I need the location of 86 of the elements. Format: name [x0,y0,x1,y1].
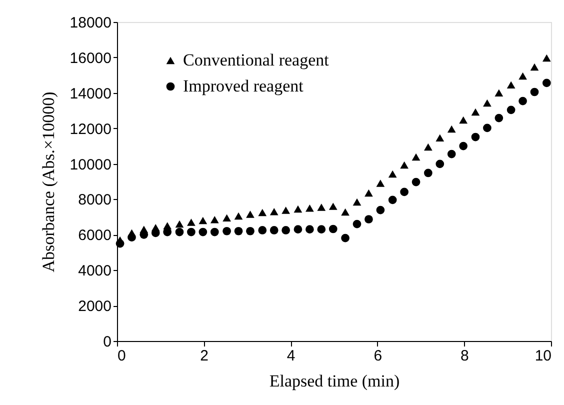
point [494,89,504,97]
y-tick-label: 0 [103,334,112,350]
point [175,228,184,236]
point [400,188,408,196]
point [306,225,314,234]
point [352,220,362,228]
x-tick-label: 0 [118,348,126,364]
point [234,212,243,220]
y-tick-label: 10000 [70,156,112,174]
y-tick-label: 16000 [70,50,112,67]
point [294,205,302,213]
point [328,224,338,234]
point [388,196,397,204]
y-tick-label: 6000 [78,227,112,244]
point [459,142,468,150]
point [317,225,326,234]
point [282,206,290,214]
legend-label: Conventional reagent [183,50,330,70]
y-tick-label: 14000 [70,85,112,102]
point [282,226,290,234]
point [447,150,456,158]
point [436,134,444,142]
point [530,88,539,96]
x-axis-title: Elapsed time (min) [269,372,400,390]
point [198,228,208,236]
x-tick-label: 6 [374,348,382,364]
point [246,226,254,236]
x-tick-label: 4 [286,348,296,364]
point [187,228,196,236]
point [210,216,219,224]
y-tick-label: 2000 [78,298,112,316]
point [258,208,267,216]
point [459,116,468,124]
y-tick-label: 12000 [70,120,112,138]
point [542,54,551,62]
y-tick-label: 4000 [78,262,112,280]
point [234,226,243,236]
point [198,216,208,224]
point [471,108,480,116]
point [364,189,373,197]
point [483,99,492,107]
point [447,125,456,133]
point [210,228,219,236]
point [317,204,326,211]
point [471,132,480,142]
y-axis-title: Absorbance (Abs.×10000) [38,92,58,272]
y-tick-label: 18000 [70,14,112,32]
point [506,81,516,89]
point [175,220,184,228]
point [341,234,350,242]
legend-label: Improved reagent [183,76,304,96]
point [412,178,420,186]
point [388,170,397,178]
x-tick-label: 2 [200,348,208,364]
point [376,206,385,214]
point [294,225,302,234]
point [258,226,267,234]
point [306,204,314,212]
point [506,106,516,114]
point [187,218,196,226]
point [270,226,278,234]
point [376,180,385,187]
point [222,226,231,236]
point [530,63,539,71]
point [116,239,124,248]
point [542,78,551,88]
point [246,210,254,218]
point [424,168,432,178]
point [341,208,350,216]
x-tick-label: 8 [460,348,469,364]
point [400,161,408,169]
point [412,153,420,161]
point [270,208,278,216]
point [128,233,136,242]
point [222,214,231,222]
point [364,215,373,224]
point [352,198,362,206]
point [328,202,338,210]
y-tick-label: 8000 [78,192,112,209]
point [483,124,492,132]
x-tick-label: 10 [534,348,552,364]
point [424,143,432,151]
point [518,96,527,106]
point [518,72,527,80]
point [436,160,444,168]
point [494,114,504,122]
